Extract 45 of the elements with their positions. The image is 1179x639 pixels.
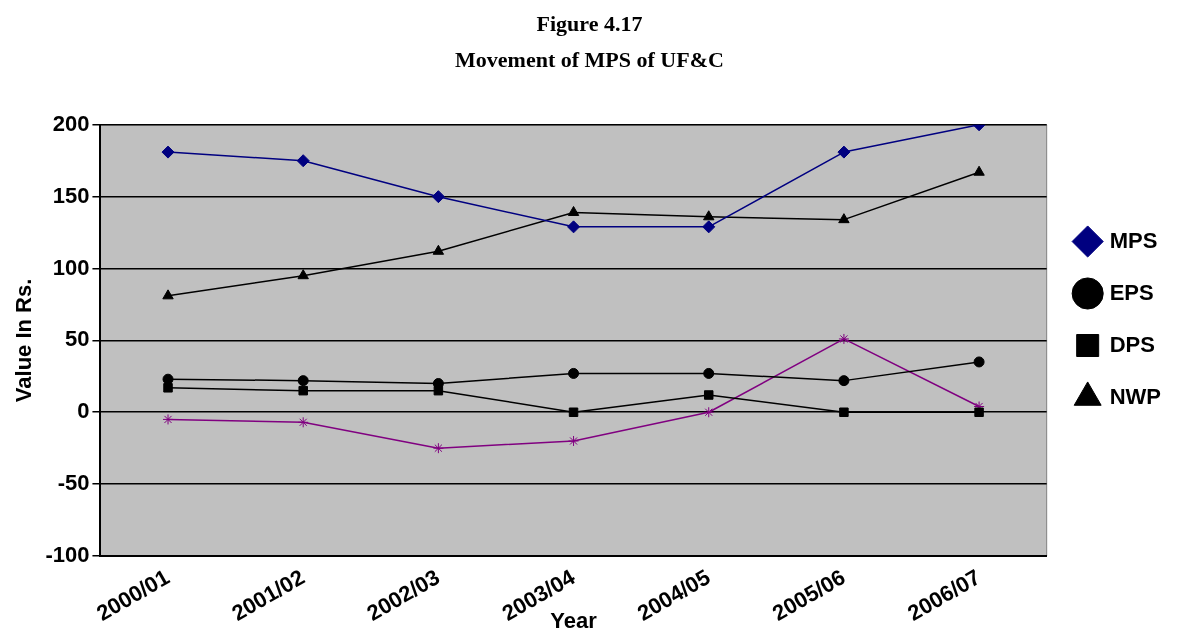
point: [568, 407, 579, 417]
legend-label: EPS: [1109, 279, 1154, 305]
legend-label: NWP: [1109, 383, 1161, 409]
legend-label: DPS: [1109, 331, 1155, 357]
y-tick-label: 200: [52, 110, 90, 136]
point: [162, 373, 174, 385]
point: [703, 390, 714, 400]
point: [297, 269, 309, 280]
point: [432, 244, 445, 255]
y-tick-label: -50: [57, 470, 90, 496]
point: [568, 367, 580, 379]
y-tick-label: 100: [52, 254, 90, 280]
point: [568, 435, 580, 447]
y-tick-label: 50: [64, 326, 90, 352]
point: [703, 406, 715, 418]
point: [567, 220, 581, 234]
y-tick-label: 150: [52, 182, 90, 208]
point: [838, 213, 850, 224]
point: [163, 383, 173, 393]
point: [839, 407, 849, 417]
chart-title: Figure 4.17: [536, 10, 643, 36]
y-tick-label: 0: [77, 398, 90, 424]
point: [703, 210, 715, 221]
point: [432, 442, 444, 454]
point: [162, 289, 174, 300]
point: [973, 165, 985, 176]
point: [162, 413, 174, 425]
point: [837, 145, 851, 159]
y-tick-label: -100: [45, 542, 90, 568]
point: [297, 375, 309, 387]
point: [297, 416, 309, 428]
point: [431, 190, 445, 204]
chart-subtitle: Movement of MPS of UF&C: [455, 47, 724, 73]
point: [296, 154, 310, 168]
point: [973, 356, 985, 368]
point: [703, 367, 715, 379]
point: [838, 375, 850, 387]
point: [161, 145, 175, 159]
point: [838, 333, 850, 345]
point: [974, 407, 984, 417]
legend-label: MPS: [1109, 227, 1158, 253]
point: [567, 205, 580, 216]
point: [298, 385, 308, 396]
y-axis-title: Value In Rs.: [11, 278, 37, 403]
point: [702, 220, 716, 234]
